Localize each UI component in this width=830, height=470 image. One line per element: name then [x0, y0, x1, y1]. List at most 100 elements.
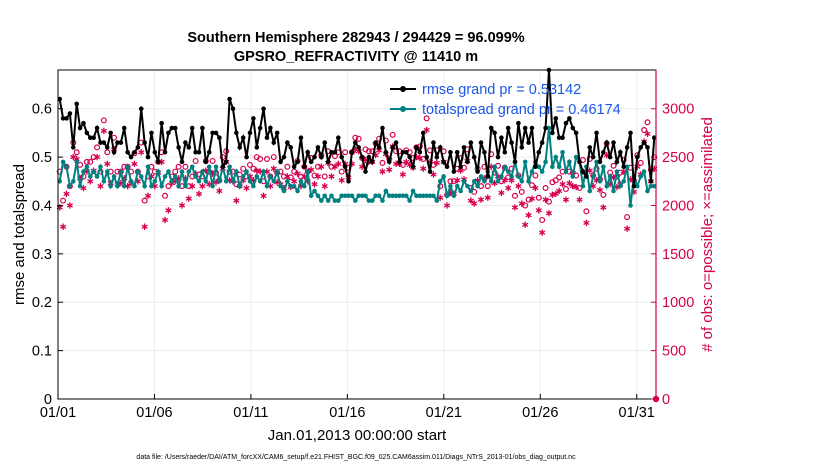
series-totalspread-point	[166, 169, 171, 174]
series-totalspread-point	[84, 164, 90, 170]
series-totalspread-point	[244, 169, 249, 174]
series-rmse-point	[638, 145, 644, 150]
series-totalspread-point	[505, 169, 511, 174]
series-rmse-point	[400, 149, 406, 155]
series-rmse-point	[645, 145, 650, 150]
series-rmse-point	[200, 125, 205, 131]
obs-possible-point	[379, 159, 386, 166]
series-totalspread-point	[502, 164, 508, 170]
series-totalspread-point	[217, 178, 222, 184]
series-totalspread-point	[397, 193, 402, 199]
obs-assimilated-point	[549, 191, 556, 199]
series-rmse-point	[244, 154, 249, 160]
obs-possible-point	[338, 168, 345, 175]
series-totalspread-point	[295, 188, 300, 194]
series-totalspread-point	[420, 193, 426, 199]
series-rmse-point	[162, 149, 168, 155]
series-rmse-point	[475, 169, 480, 174]
series-totalspread-point	[87, 174, 93, 179]
obs-possible-point	[250, 165, 257, 172]
series-rmse-point	[196, 149, 202, 155]
obs-possible-point	[528, 182, 535, 189]
series-rmse-point	[67, 111, 73, 116]
series-totalspread-point	[237, 183, 243, 189]
obs-assimilated-point	[311, 180, 318, 188]
obs-assimilated-point	[423, 126, 430, 134]
x-tick-label: 01/21	[426, 405, 462, 421]
series-totalspread-point	[159, 183, 164, 189]
y-tick-label: 0.3	[32, 247, 52, 263]
series-rmse-point	[407, 154, 412, 160]
series-totalspread-point	[618, 183, 623, 189]
series-rmse-point	[145, 154, 151, 160]
obs-assimilated-point	[416, 154, 423, 162]
series-rmse-point	[217, 135, 222, 141]
series-totalspread-point	[492, 164, 497, 170]
series-rmse-point	[488, 125, 494, 131]
legend-item-totalspread-marker	[400, 106, 406, 112]
obs-possible-point	[209, 157, 216, 164]
series-rmse-point	[485, 174, 491, 179]
series-totalspread-point	[200, 169, 205, 174]
series-rmse-point	[553, 116, 559, 121]
series-totalspread-point	[628, 203, 633, 208]
series-rmse-point	[366, 154, 372, 160]
series-totalspread-point	[342, 193, 348, 199]
series-totalspread-point	[390, 193, 395, 199]
series-totalspread-point	[529, 169, 535, 174]
series-totalspread-point	[614, 169, 620, 174]
legend: rmse grand pr = 0.53142 totalspread grand…	[390, 82, 621, 118]
obs-possible-point	[263, 156, 270, 163]
series-rmse-point	[115, 140, 120, 145]
series-rmse-point	[393, 140, 399, 145]
series-totalspread-point	[386, 193, 392, 199]
obs-possible-point	[637, 159, 644, 166]
obs-possible-point	[365, 148, 372, 155]
series-totalspread-point	[206, 164, 212, 170]
obs-possible-point	[355, 135, 362, 142]
obs-assimilated-point	[576, 196, 583, 203]
series-totalspread-point	[77, 183, 83, 189]
y2-tick-label: 3000	[662, 102, 694, 118]
series-totalspread-point	[471, 178, 477, 184]
y-tick-label: 0	[44, 392, 52, 408]
series-rmse-point	[529, 125, 535, 131]
obs-assimilated-point	[318, 163, 325, 170]
series-rmse-point	[104, 145, 110, 150]
series-rmse-point	[468, 140, 474, 145]
obs-possible-point	[100, 117, 107, 124]
series-totalspread-point	[302, 183, 307, 189]
series-rmse-point	[417, 149, 423, 155]
series-rmse-point	[111, 149, 117, 155]
series-totalspread-point	[268, 174, 273, 179]
series-totalspread-point	[546, 125, 552, 131]
obs-assimilated-point	[624, 225, 631, 232]
series-rmse-point	[295, 159, 300, 165]
series-rmse-point	[550, 130, 555, 136]
series-rmse-point	[159, 120, 164, 126]
obs-possible-point	[172, 168, 179, 175]
series-totalspread-point	[648, 183, 654, 189]
series-totalspread-point	[319, 198, 324, 203]
series-rmse-point	[386, 159, 392, 165]
obs-assimilated-point	[569, 182, 576, 190]
series-totalspread-point	[223, 178, 229, 184]
series-totalspread-point	[278, 183, 283, 189]
series-totalspread-point	[234, 169, 239, 174]
series-totalspread-point	[580, 183, 586, 189]
series-totalspread-point	[121, 183, 127, 189]
series-rmse-point	[410, 164, 416, 170]
series-totalspread-point	[611, 188, 616, 194]
obs-assimilated-point	[144, 192, 152, 199]
obs-assimilated-point	[314, 173, 322, 180]
series-totalspread-point	[285, 178, 290, 184]
series-rmse-point	[81, 120, 86, 126]
series-totalspread-point	[454, 183, 460, 189]
obs-possible-point	[94, 144, 101, 151]
obs-assimilated-point	[165, 207, 172, 214]
series-totalspread-point	[64, 164, 69, 170]
series-totalspread-point	[359, 193, 365, 199]
series-rmse-point	[186, 145, 192, 150]
legend-item-totalspread: totalspread grand pr = 0.46174	[390, 102, 621, 118]
series-totalspread-point	[437, 178, 443, 184]
